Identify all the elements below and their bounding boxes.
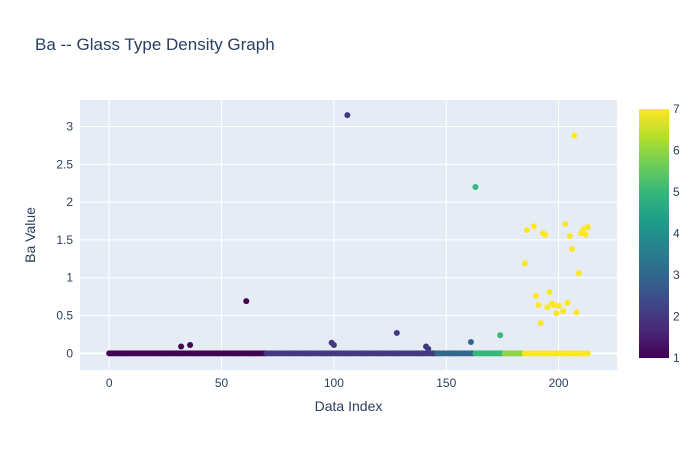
y-tick-label: 0 xyxy=(66,346,73,360)
data-point xyxy=(330,342,337,349)
data-point xyxy=(344,112,351,119)
chart-title: Ba -- Glass Type Density Graph xyxy=(35,35,275,54)
data-point xyxy=(521,260,528,267)
data-point xyxy=(582,231,589,238)
data-point xyxy=(544,304,551,311)
data-point xyxy=(546,289,553,296)
y-axis-label: Ba Value xyxy=(22,207,38,263)
data-point xyxy=(497,332,504,339)
data-point xyxy=(472,183,479,190)
x-axis-ticks: 0 50 100 150 200 xyxy=(106,376,569,390)
colorbar-tick-label: 7 xyxy=(673,102,680,116)
data-point xyxy=(393,329,400,336)
y-tick-label: 0.5 xyxy=(56,309,73,323)
data-point xyxy=(571,132,578,139)
y-tick-label: 2 xyxy=(66,195,73,209)
colorbar-tick-label: 3 xyxy=(673,268,680,282)
x-axis-label: Data Index xyxy=(315,398,383,414)
data-point xyxy=(580,226,587,233)
colorbar-tick-label: 2 xyxy=(673,310,680,324)
data-point xyxy=(553,310,560,317)
data-point xyxy=(535,301,542,308)
x-tick-label: 200 xyxy=(549,376,569,390)
x-tick-label: 100 xyxy=(324,376,344,390)
x-tick-label: 50 xyxy=(215,376,229,390)
data-point xyxy=(564,299,571,306)
data-point xyxy=(467,339,474,346)
y-tick-label: 2.5 xyxy=(56,157,73,171)
data-point xyxy=(569,245,576,252)
data-point xyxy=(555,302,562,309)
y-tick-label: 1 xyxy=(66,271,73,285)
y-tick-label: 3 xyxy=(66,119,73,133)
plot-background xyxy=(80,100,617,370)
colorbar xyxy=(639,109,669,358)
colorbar-tick-label: 6 xyxy=(673,144,680,158)
data-point xyxy=(178,343,185,350)
colorbar-tick-label: 1 xyxy=(673,351,680,365)
data-point xyxy=(530,223,537,230)
data-point xyxy=(537,320,544,327)
data-point xyxy=(584,350,591,357)
data-point xyxy=(584,224,591,231)
data-point xyxy=(425,345,432,352)
data-point xyxy=(573,309,580,316)
data-point xyxy=(562,221,569,228)
data-point xyxy=(566,233,573,240)
data-point xyxy=(575,270,582,277)
colorbar-ticks: 1 2 3 4 5 6 7 xyxy=(673,102,680,365)
data-point xyxy=(551,301,558,308)
data-point xyxy=(524,227,531,234)
data-point xyxy=(187,342,194,349)
y-axis-ticks: 0 0.5 1 1.5 2 2.5 3 xyxy=(56,119,73,360)
data-points xyxy=(106,112,591,357)
data-point xyxy=(557,350,564,357)
data-point xyxy=(533,292,540,299)
x-tick-label: 0 xyxy=(106,376,113,390)
data-point xyxy=(243,298,250,305)
data-point xyxy=(542,231,549,238)
y-tick-label: 1.5 xyxy=(56,233,73,247)
x-tick-label: 150 xyxy=(436,376,456,390)
data-point xyxy=(560,308,567,315)
colorbar-tick-label: 5 xyxy=(673,185,680,199)
colorbar-tick-label: 4 xyxy=(673,227,680,241)
